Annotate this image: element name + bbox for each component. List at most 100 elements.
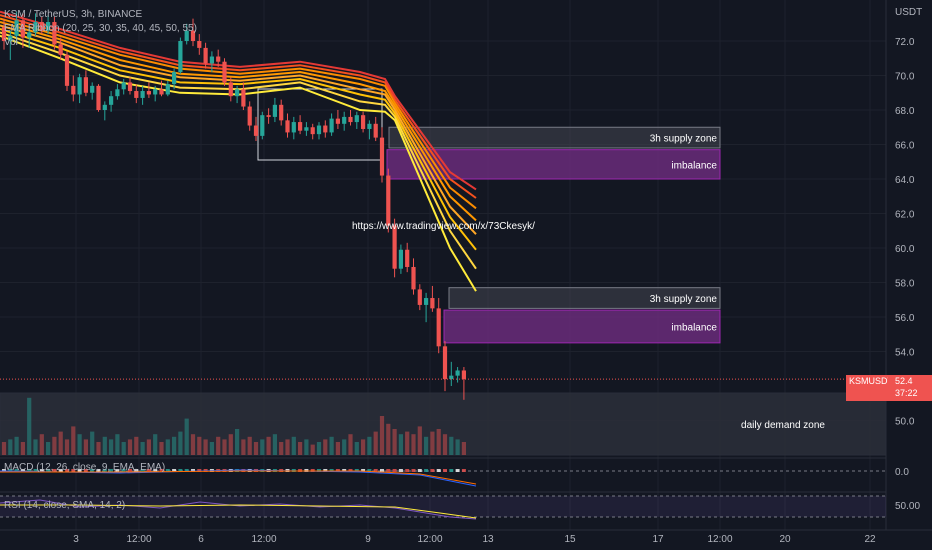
volume-bar — [90, 431, 95, 455]
macd-histogram-bar — [128, 469, 132, 472]
zone-label: daily demand zone — [741, 420, 825, 431]
y-tick-label: 68.0 — [895, 106, 915, 117]
symbol-legend[interactable]: KSM / TetherUS, 3h, BINANCE — [4, 9, 143, 20]
volume-bar — [209, 442, 214, 455]
volume-bar — [115, 434, 120, 455]
volume-bar — [33, 439, 38, 455]
macd-histogram-bar — [8, 469, 13, 472]
volume-bar — [71, 426, 76, 455]
ema-line — [0, 31, 477, 270]
volume-bar — [298, 442, 303, 455]
volume-bar — [392, 429, 397, 455]
candle-body — [379, 137, 385, 176]
volume-bar — [58, 431, 63, 455]
candle-body — [386, 175, 391, 226]
macd-histogram-bar — [102, 469, 107, 472]
volume-bar — [134, 436, 139, 455]
zone-imbalance-rect — [443, 309, 721, 344]
volume-bar — [96, 442, 101, 455]
y-tick-label: 66.0 — [895, 141, 915, 152]
zone-label: 3h supply zone — [650, 294, 718, 305]
volume-bar — [216, 436, 221, 455]
candle-body — [27, 32, 32, 38]
macd-histogram-bar — [33, 469, 38, 472]
ema-ribbon-legend[interactable]: EMA Ribbon (20, 25, 30, 35, 40, 45, 50, … — [4, 23, 197, 34]
candle-body — [398, 249, 403, 269]
rsi-legend[interactable]: RSI (14, close, SMA, 14, 2) — [4, 500, 126, 511]
volume-legend[interactable]: Vol — [4, 37, 18, 48]
candle-body — [461, 370, 466, 380]
candle-body — [46, 22, 51, 31]
candle-body — [436, 308, 441, 347]
volume-bar — [455, 439, 460, 455]
volume-bar — [241, 439, 246, 455]
macd-histogram-bar — [373, 469, 378, 472]
candle-body — [1, 27, 7, 41]
snapshot-link[interactable]: https://www.tradingview.com/x/73Ckesyk/ — [352, 221, 535, 232]
macd-histogram-bar — [191, 469, 195, 472]
zone-demand-rect — [0, 392, 887, 456]
volume-bar — [39, 434, 44, 455]
macd-histogram-bar — [367, 469, 372, 472]
candle-body — [335, 118, 340, 124]
price-badge-value: 52.4 — [895, 376, 913, 386]
x-tick-label: 15 — [564, 534, 576, 545]
candle-body — [449, 375, 454, 380]
macd-histogram-bar — [153, 469, 158, 472]
candle-body — [316, 125, 322, 135]
y-tick-label: 54.0 — [895, 348, 915, 359]
macd-histogram-bar — [109, 469, 114, 472]
zone-supply-rect — [448, 287, 721, 309]
candle-body — [354, 115, 359, 123]
x-tick-label: 12:00 — [126, 534, 151, 545]
volume-bar — [77, 434, 82, 455]
volume-bar — [121, 442, 126, 455]
volume-bar — [8, 439, 13, 455]
candle-body — [172, 72, 177, 85]
volume-bar — [430, 431, 435, 455]
candle-body — [121, 82, 126, 90]
x-tick-label: 12:00 — [417, 534, 442, 545]
ema-line — [0, 34, 477, 292]
ema-line — [0, 14, 477, 199]
x-tick-label: 22 — [864, 534, 876, 545]
macd-histogram-bar — [39, 469, 44, 472]
macd-level-label: 0.0 — [895, 467, 909, 478]
y-tick-label: 62.0 — [895, 210, 915, 221]
candle-body — [291, 122, 296, 133]
macd-histogram-bar — [52, 469, 57, 472]
x-tick-label: 17 — [652, 534, 664, 545]
candle-body — [64, 54, 70, 86]
macd-histogram-bar — [77, 469, 82, 472]
rsi-band — [0, 496, 886, 517]
volume-bar — [146, 439, 151, 455]
volume-bar — [329, 436, 334, 455]
candle-body — [442, 346, 448, 380]
candle-body — [247, 106, 252, 126]
macd-legend[interactable]: MACD (12, 26, close, 9, EMA, EMA) — [4, 462, 166, 473]
macd-histogram-bar — [134, 469, 139, 472]
volume-bar — [417, 426, 422, 455]
x-tick-label: 12:00 — [251, 534, 276, 545]
volume-bar — [379, 416, 385, 455]
volume-bar — [14, 436, 19, 455]
macd-signal-line — [0, 470, 477, 485]
volume-bar — [342, 439, 347, 455]
candle-body — [165, 84, 170, 95]
macd-histogram-bar — [380, 469, 384, 472]
candle-body — [14, 20, 19, 36]
x-tick-label: 3 — [73, 534, 79, 545]
candle-body — [83, 77, 88, 93]
candle-body — [260, 115, 265, 136]
macd-histogram-bar — [304, 469, 309, 472]
macd-histogram-bar — [197, 469, 202, 472]
macd-histogram-bar — [58, 469, 63, 472]
volume-bar — [361, 439, 366, 455]
volume-bar — [260, 439, 265, 455]
y-tick-label: 60.0 — [895, 244, 915, 255]
macd-histogram-bar — [317, 469, 321, 472]
zone-label: imbalance — [671, 322, 717, 333]
candle-body — [367, 123, 372, 129]
